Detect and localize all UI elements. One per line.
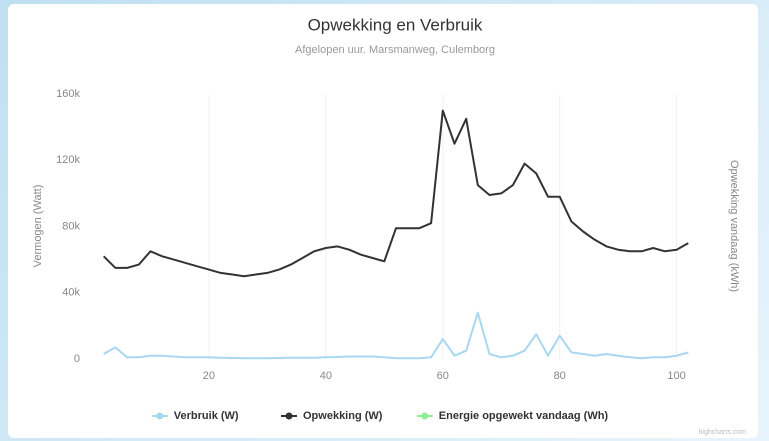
- chart-title: Opwekking en Verbruik: [308, 15, 483, 34]
- legend-item[interactable]: Energie opgewekt vandaag (Wh): [417, 410, 609, 422]
- chart: Opwekking en Verbruik Afgelopen uur. Mar…: [8, 4, 758, 438]
- legend-label: Verbruik (W): [174, 410, 239, 422]
- legend-marker: [421, 413, 428, 420]
- series-line: [104, 313, 689, 359]
- x-tick-label: 20: [203, 370, 215, 382]
- legend-marker: [156, 413, 163, 420]
- legend-marker: [286, 413, 293, 420]
- y-tick-label: 120k: [56, 154, 80, 166]
- y-tick-label: 40k: [62, 287, 80, 299]
- page: {"chart_data": {"type": "line", "title":…: [0, 0, 769, 441]
- x-tick-label: 80: [554, 370, 566, 382]
- y-tick-label: 0: [74, 353, 80, 365]
- chart-subtitle: Afgelopen uur. Marsmanweg, Culemborg: [295, 44, 495, 56]
- x-tick-label: 40: [320, 370, 332, 382]
- legend-item[interactable]: Opwekking (W): [281, 410, 383, 422]
- legend-label: Energie opgewekt vandaag (Wh): [439, 410, 609, 422]
- x-tick-label: 100: [667, 370, 685, 382]
- x-tick-label: 60: [437, 370, 449, 382]
- y-tick-label: 80k: [62, 220, 80, 232]
- chart-card: Opwekking en Verbruik Afgelopen uur. Mar…: [8, 4, 758, 438]
- y2-axis-title: Opwekking vandaag (kWh): [728, 160, 740, 292]
- legend-item[interactable]: Verbruik (W): [152, 410, 239, 422]
- series-line: [104, 111, 689, 277]
- credits: highcharts.com: [699, 429, 747, 436]
- y-axis-title: Vermogen (Watt): [32, 185, 44, 268]
- legend-label: Opwekking (W): [303, 410, 383, 422]
- y-tick-label: 160k: [56, 88, 80, 100]
